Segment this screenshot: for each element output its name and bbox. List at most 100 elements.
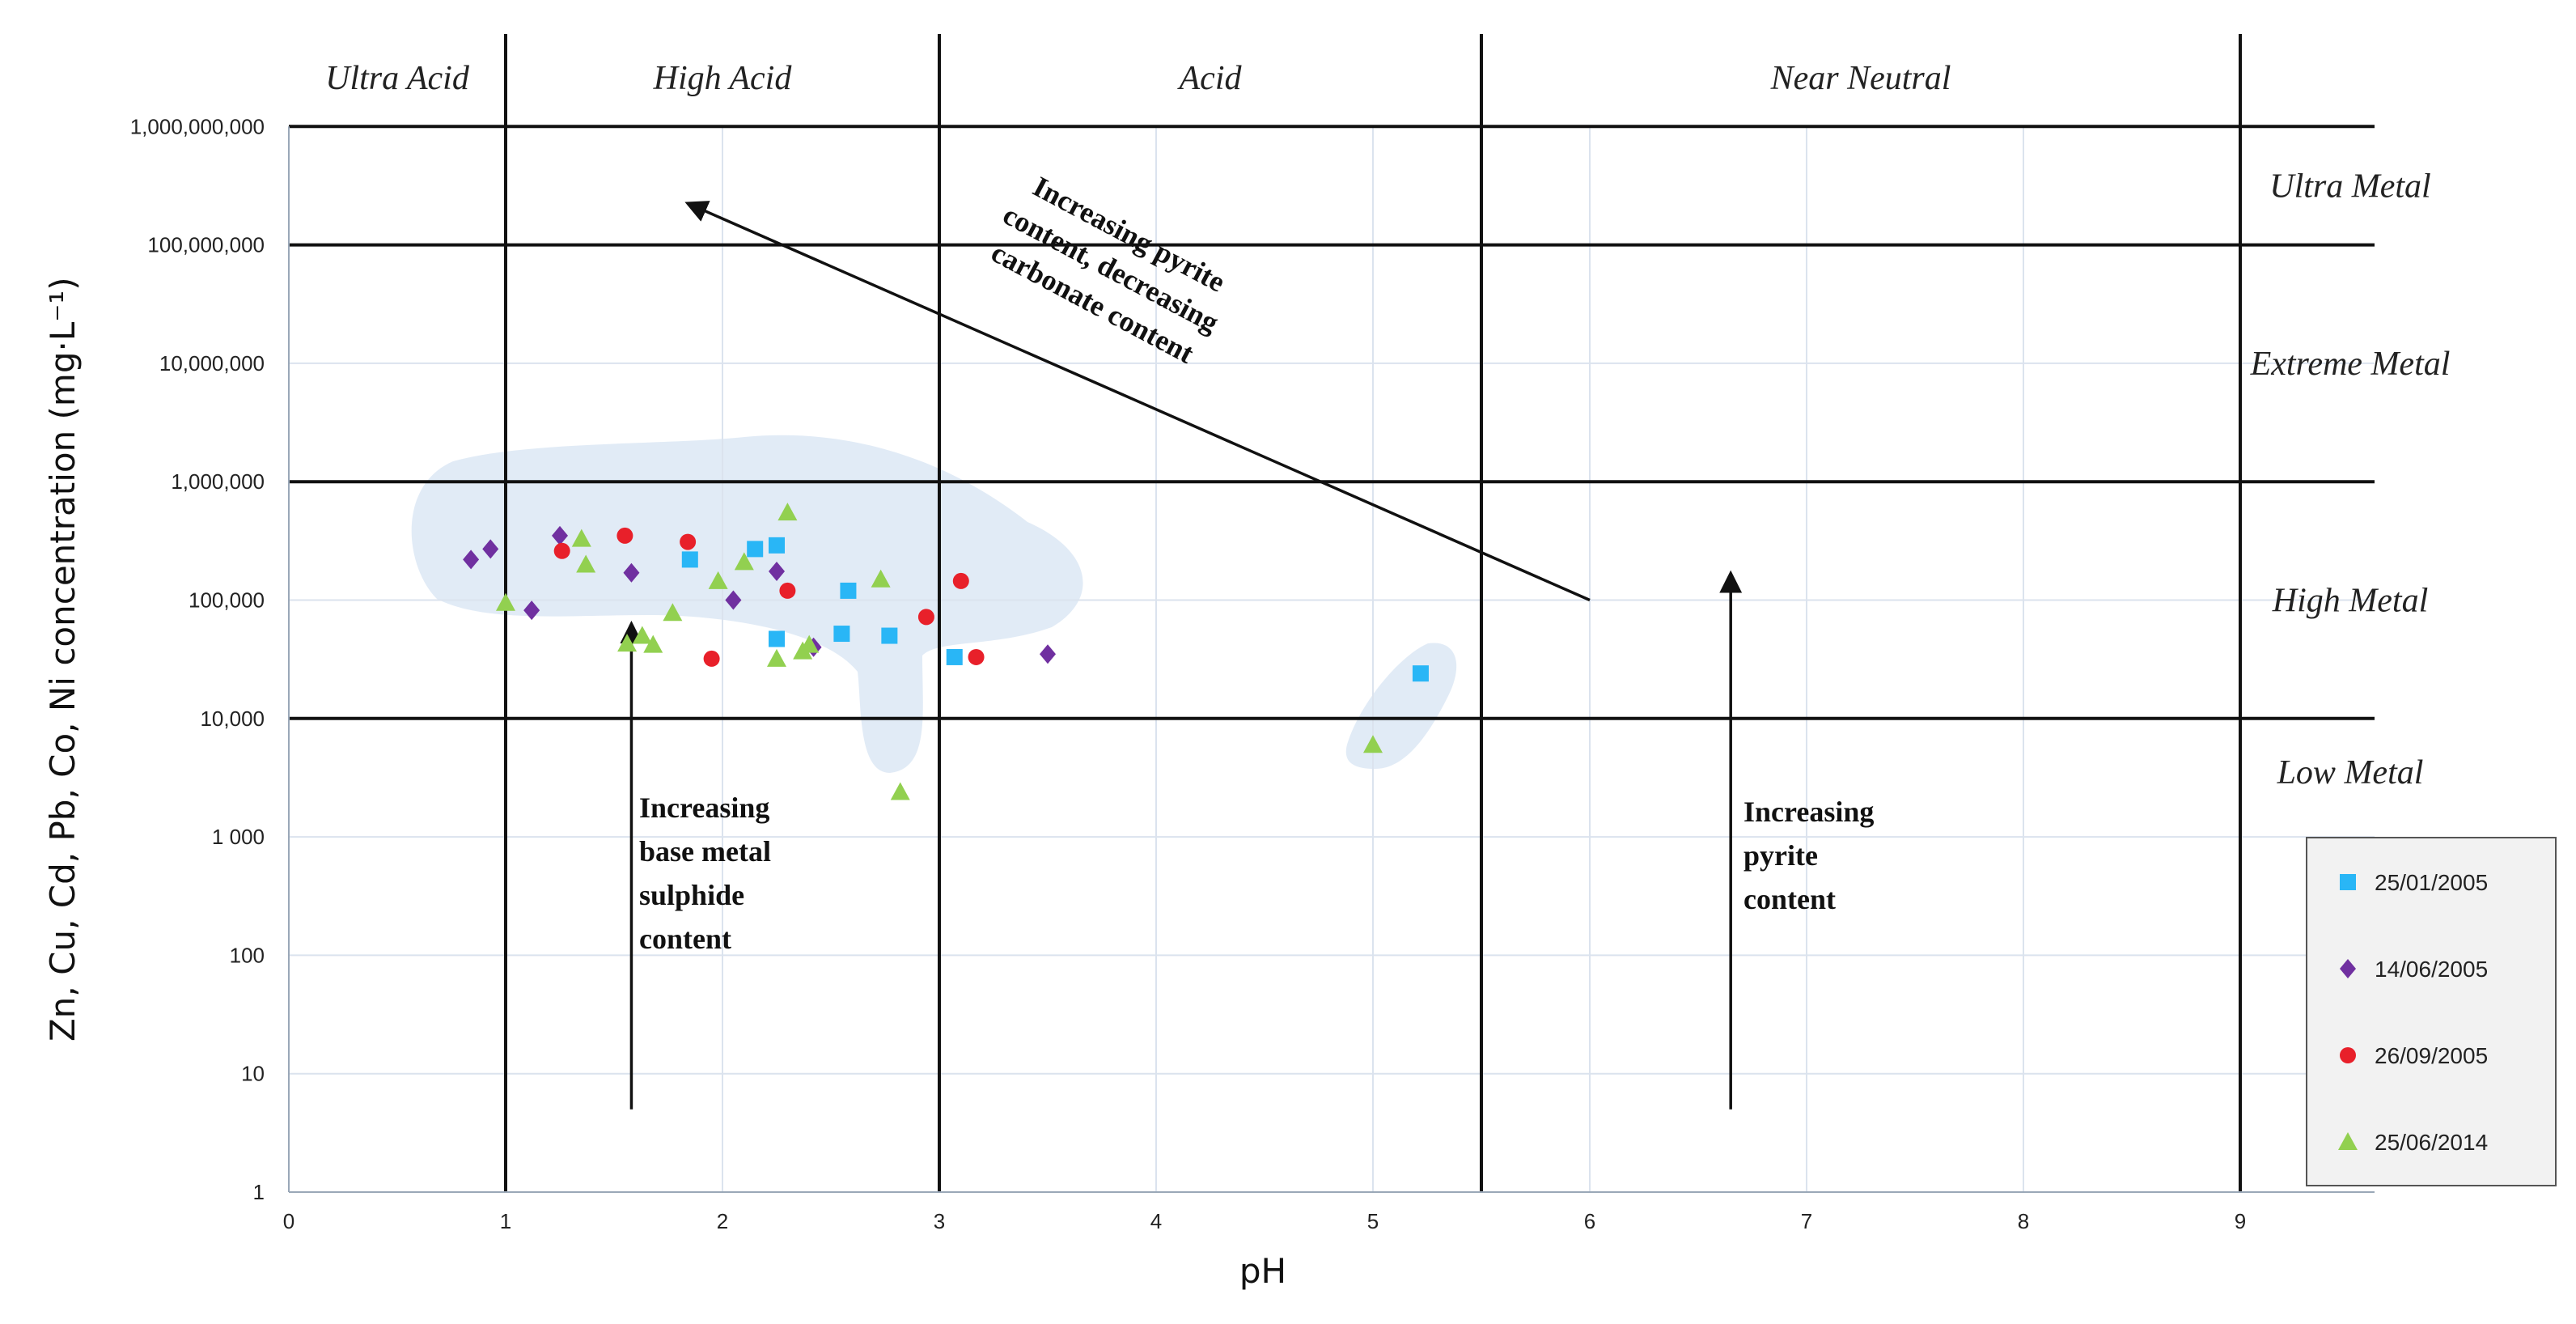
metal-zone-label: Low Metal — [2277, 754, 2424, 791]
y-tick-label: 100,000 — [189, 588, 265, 613]
data-point — [496, 592, 515, 611]
data-point — [968, 648, 985, 665]
legend-box — [2306, 837, 2557, 1186]
data-point — [1040, 644, 1056, 664]
data-point — [617, 634, 638, 652]
ph-zone-label: Near Neutral — [1770, 60, 1951, 97]
y-tick-label: 1 — [253, 1180, 265, 1204]
x-tick-label: 6 — [1584, 1209, 1595, 1233]
y-tick-label: 10,000,000 — [159, 351, 265, 376]
annotation-line: pyrite — [1743, 839, 1818, 872]
x-tick-label: 1 — [500, 1209, 511, 1233]
data-point — [777, 503, 798, 521]
data-point — [890, 782, 910, 800]
x-tick-label: 9 — [2235, 1209, 2246, 1233]
data-point — [632, 626, 652, 644]
series-2 — [553, 527, 985, 667]
annotation-line: base metal — [639, 835, 771, 868]
annotation-line: sulphide — [639, 879, 744, 911]
cluster-region-small — [1345, 643, 1457, 769]
x-tick-label: 0 — [283, 1209, 294, 1233]
annotation-arrow-0 — [684, 201, 1591, 602]
data-point — [616, 527, 633, 544]
data-point — [576, 554, 596, 573]
legend-marker — [2338, 1132, 2358, 1150]
data-point — [747, 541, 764, 558]
x-tick-label: 7 — [1801, 1209, 1812, 1233]
y-tick-label: 1 000 — [212, 825, 265, 849]
x-tick-label: 5 — [1367, 1209, 1379, 1233]
y-tick-label: 100 — [230, 943, 265, 967]
zone-labels: Ultra Acid High Acid Acid Near Neutral Ultra… — [325, 60, 2450, 791]
annotation-text-1: Increasing base metal sulphide content — [639, 791, 771, 955]
data-point — [769, 561, 785, 581]
chart-gridlines — [288, 125, 2375, 1193]
data-point — [552, 525, 568, 545]
y-tick-label: 1,000,000,000 — [130, 114, 265, 138]
data-point — [725, 590, 742, 610]
y-tick-label: 10 — [241, 1062, 265, 1086]
annotation-line: Increasing — [1743, 796, 1874, 828]
data-point — [952, 572, 969, 589]
data-point — [917, 609, 934, 626]
data-point — [703, 650, 720, 667]
data-point — [1412, 665, 1429, 682]
data-point — [680, 533, 697, 550]
metal-zone-label: Ultra Metal — [2269, 168, 2430, 205]
y-tick-label: 10,000 — [200, 707, 265, 731]
x-tick-label: 8 — [2018, 1209, 2029, 1233]
x-axis-title: pH — [1239, 1251, 1286, 1291]
legend-marker — [2340, 1047, 2356, 1063]
data-point — [767, 648, 786, 667]
data-point — [623, 562, 640, 583]
data-point — [523, 600, 540, 621]
sample-cluster-shading — [411, 435, 1457, 773]
metal-zone-label: High Metal — [2272, 583, 2428, 620]
annotation-line: content — [1743, 883, 1836, 915]
data-point — [840, 582, 857, 599]
series-0 — [681, 537, 1429, 682]
series-3 — [496, 503, 1383, 800]
cluster-region-main — [411, 435, 1083, 773]
data-point — [881, 627, 898, 644]
ph-zone-label: High Acid — [653, 60, 793, 97]
legend-label: 26/09/2005 — [2375, 1043, 2488, 1068]
legend-marker — [2340, 874, 2356, 890]
x-tick-label: 3 — [934, 1209, 945, 1233]
data-point — [833, 626, 850, 643]
chart-legend: 25/01/2005 14/06/2005 26/09/2005 25/06/2014 — [2306, 837, 2557, 1186]
data-points — [463, 503, 1429, 800]
data-point — [871, 569, 891, 588]
data-point — [708, 571, 728, 589]
ph-zone-label: Acid — [1177, 60, 1243, 97]
data-point — [769, 630, 785, 647]
legend-marker — [2340, 959, 2356, 978]
data-point — [463, 550, 480, 570]
data-point — [779, 582, 796, 599]
data-point — [553, 542, 570, 559]
data-point — [1363, 735, 1383, 753]
data-point — [571, 528, 591, 547]
y-tick-label: 1,000,000 — [171, 469, 265, 494]
data-point — [734, 552, 754, 571]
y-tick-label: 100,000,000 — [147, 233, 265, 257]
zone-boundaries — [289, 34, 2375, 1192]
data-point — [799, 634, 820, 653]
data-point — [769, 537, 785, 554]
annotation-line: Increasing — [639, 791, 769, 824]
data-point — [663, 603, 683, 622]
data-point — [681, 551, 698, 568]
data-point — [643, 634, 663, 653]
legend-label: 25/01/2005 — [2375, 870, 2488, 895]
data-point — [946, 648, 963, 665]
x-tick-label: 2 — [717, 1209, 728, 1233]
ph-zone-label: Ultra Acid — [325, 60, 470, 97]
data-point — [482, 539, 499, 559]
annotation-text-2: Increasing pyrite content — [1743, 796, 1874, 915]
legend-label: 25/06/2014 — [2375, 1130, 2488, 1155]
annotation-line: content — [639, 923, 731, 955]
x-tick-label: 4 — [1150, 1209, 1162, 1233]
